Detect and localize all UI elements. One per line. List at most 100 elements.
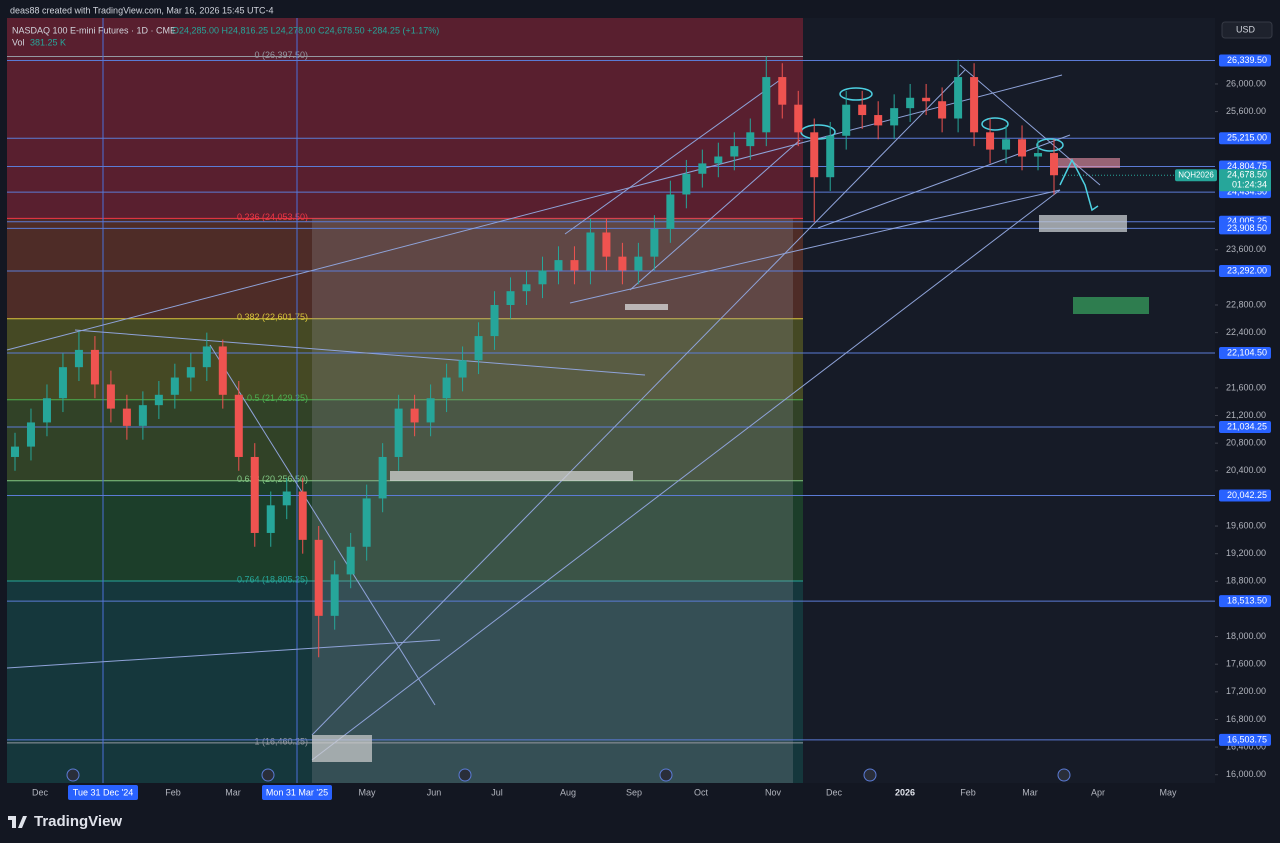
candle-body (666, 194, 675, 230)
projection-path (1059, 158, 1099, 212)
x-tick-label: Apr (1091, 787, 1105, 797)
x-tick-label: Feb (165, 787, 181, 797)
volume-value: 381.25 K (30, 37, 66, 47)
candle-body (10, 446, 19, 457)
candle-body (250, 456, 259, 533)
fib-label: 0.382 (22,601.75) (237, 312, 308, 322)
candle-body (922, 97, 931, 102)
date-marker-label: Tue 31 Dec '24 (73, 787, 133, 797)
levels-layer (7, 60, 1215, 741)
candle-body (810, 132, 819, 178)
x-tick-label: Feb (960, 787, 976, 797)
y-tick-label: 18,000.00 (1226, 631, 1266, 641)
trendline (74, 329, 646, 376)
level-tag (1219, 265, 1271, 278)
fib-label: 0.5 (21,429.25) (247, 393, 308, 403)
highlight-ellipse (981, 117, 1009, 131)
trendline (311, 189, 1061, 761)
level-tag (1219, 489, 1271, 502)
candle-body (650, 229, 659, 257)
candle-body (986, 132, 995, 150)
level-label: 24,434.50 (1227, 186, 1267, 196)
fib-band (7, 580, 803, 743)
trendline (209, 344, 436, 706)
logo-icon (8, 816, 27, 828)
x-tick-label: Nov (765, 787, 782, 797)
candle-body (186, 367, 195, 378)
fib-label: 0.764 (18,805.25) (237, 574, 308, 584)
y-tick-label: 18,800.00 (1226, 576, 1266, 586)
date-marker-label: Mon 31 Mar '25 (266, 787, 328, 797)
x-tick-label: Jul (491, 787, 503, 797)
zone-box (1073, 297, 1149, 314)
candle-body (794, 104, 803, 133)
date-range-overlay (312, 218, 793, 784)
ticker-tag (1175, 169, 1217, 182)
y-tick-label: 26,000.00 (1226, 78, 1266, 88)
zone-box (1039, 215, 1127, 232)
fib-label: 0.236 (24,053.50) (237, 212, 308, 222)
level-label: 22,104.50 (1227, 347, 1267, 357)
trendline (6, 74, 1063, 351)
currency-button[interactable] (1221, 21, 1273, 39)
level-tag (1219, 54, 1271, 67)
event-icon (66, 768, 80, 782)
candle-body (538, 270, 547, 285)
candle-body (938, 101, 947, 119)
y-tick-label: 17,200.00 (1226, 686, 1266, 696)
plot-area (7, 18, 1215, 784)
candle-body (554, 260, 563, 271)
volume-label: Vol (12, 37, 25, 47)
y-tick-label: 16,000.00 (1226, 769, 1266, 779)
level-tag (1219, 733, 1271, 746)
zone-box (1058, 158, 1120, 168)
currency[interactable]: USD (1236, 24, 1256, 34)
candle-body (778, 77, 787, 105)
x-tick-label: Mar (225, 787, 241, 797)
level-tag (1219, 595, 1271, 608)
fib-band (7, 480, 803, 581)
candle-body (890, 108, 899, 126)
candle-body (714, 156, 723, 164)
last-price-label: 24,678.50 (1227, 170, 1267, 180)
candle-body (1050, 153, 1059, 176)
y-tick-label: 17,600.00 (1226, 659, 1266, 669)
fib-label: 0.618 (20,256.50) (237, 474, 308, 484)
candle-body (378, 456, 387, 499)
event-icon (458, 768, 472, 782)
candle-body (298, 491, 307, 540)
candle-body (346, 546, 355, 575)
candle-body (970, 77, 979, 133)
level-label: 20,042.25 (1227, 490, 1267, 500)
x-tick-label: May (1159, 787, 1177, 797)
candles-layer (10, 56, 1059, 658)
event-icon (1057, 768, 1071, 782)
level-label: 16,503.75 (1227, 734, 1267, 744)
candle-body (874, 115, 883, 126)
y-tick-label: 21,600.00 (1226, 382, 1266, 392)
candle-body (266, 505, 275, 533)
candle-body (26, 422, 35, 447)
trendline (564, 79, 781, 235)
price-tag (1219, 169, 1271, 192)
candle-body (122, 408, 131, 426)
candle-body (490, 305, 499, 337)
candle-body (730, 146, 739, 157)
y-tick-label: 22,400.00 (1226, 327, 1266, 337)
candle-body (746, 132, 755, 147)
candle-body (506, 291, 515, 306)
ticker: NQH2026 (1178, 170, 1214, 179)
footer (0, 800, 1280, 843)
level-label: 21,034.25 (1227, 421, 1267, 431)
y-tick-label: 20,800.00 (1226, 438, 1266, 448)
candle-body (394, 408, 403, 457)
candle-body (906, 97, 915, 109)
y-axis-panel (1215, 18, 1280, 800)
candle-body (522, 284, 531, 292)
candle-body (586, 232, 595, 271)
candle-body (618, 256, 627, 271)
axis-layer: 16,000.00 16,400.00 16,800.00 17,200.00 17,6… (0, 18, 1280, 800)
candle-body (90, 349, 99, 385)
candle-body (218, 346, 227, 395)
